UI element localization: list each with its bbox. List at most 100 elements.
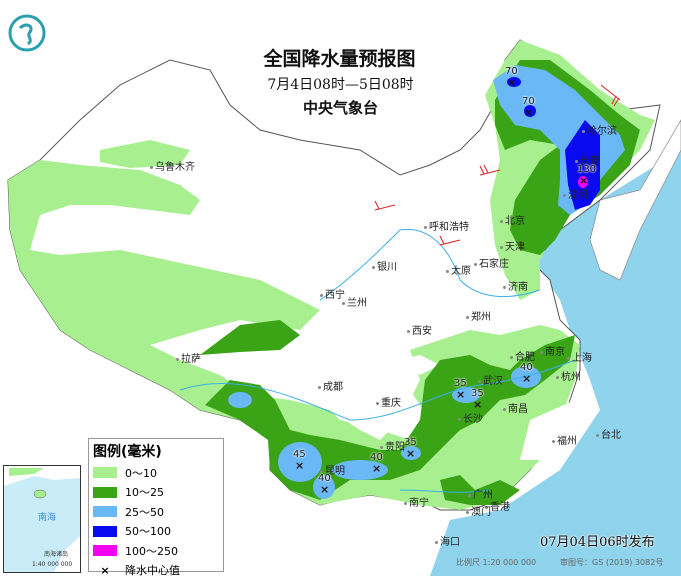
- city-dot-icon: [500, 245, 503, 249]
- city-label: 天津: [500, 238, 525, 253]
- city-dot-icon: [466, 315, 469, 319]
- city-label: 南宁: [404, 494, 429, 509]
- city-name: 上海: [572, 353, 592, 364]
- city-label: 合肥: [510, 348, 535, 363]
- legend-label: 25～50: [125, 505, 164, 519]
- city-label: 沈阳: [563, 186, 588, 201]
- city-name: 南昌: [508, 404, 528, 415]
- legend-label: 50～100: [125, 525, 171, 539]
- cross-icon: ×: [100, 563, 110, 576]
- map-title: 全国降水量预报图: [263, 48, 416, 70]
- cma-logo: [8, 14, 46, 52]
- city-dot-icon: [552, 439, 555, 443]
- cross-icon: ×: [579, 174, 589, 187]
- city-name: 石家庄: [479, 259, 509, 270]
- city-label: 西宁: [320, 286, 345, 301]
- city-name: 武汉: [483, 376, 503, 387]
- cross-icon: ×: [372, 462, 382, 475]
- city-label: 海口: [435, 533, 460, 548]
- city-dot-icon: [318, 385, 321, 389]
- city-label: 郑州: [466, 308, 491, 323]
- wind-barbs: [374, 84, 621, 246]
- city-name: 长春: [580, 156, 600, 167]
- city-label: 长春: [575, 152, 600, 167]
- city-name: 合肥: [515, 352, 535, 363]
- city-name: 福州: [557, 436, 577, 447]
- city-dot-icon: [466, 510, 469, 514]
- city-dot-icon: [596, 433, 599, 437]
- legend-swatch: [93, 545, 117, 557]
- city-name: 北京: [505, 216, 525, 227]
- cross-icon: ×: [473, 398, 483, 411]
- city-dot-icon: [478, 379, 481, 383]
- city-name: 台北: [601, 430, 621, 441]
- forecast-period: 7月4日08时—5日08时: [267, 77, 414, 93]
- legend-swatch: [93, 525, 117, 537]
- rain-none: [300, 355, 575, 460]
- city-dot-icon: [582, 129, 585, 133]
- city-dot-icon: [563, 193, 566, 197]
- neighbour-land: [589, 119, 681, 281]
- city-name: 兰州: [347, 298, 367, 309]
- city-label: 乌鲁木齐: [150, 158, 195, 173]
- south-china-sea-inset: 南海 南海诸岛 1:40 000 000: [3, 465, 81, 573]
- city-label: 贵阳: [380, 438, 405, 453]
- legend-item: 25～50: [93, 502, 219, 522]
- city-dot-icon: [435, 540, 438, 544]
- cross-icon: ×: [320, 483, 330, 496]
- city-name: 郑州: [471, 312, 491, 323]
- legend-label: 100～250: [125, 544, 178, 558]
- city-name: 成都: [323, 382, 343, 393]
- city-name: 银川: [377, 262, 397, 273]
- legend-title: 图例(毫米): [93, 444, 162, 460]
- city-label: 哈尔滨: [582, 122, 617, 137]
- city-dot-icon: [380, 445, 383, 449]
- city-name: 昆明: [325, 466, 345, 477]
- legend-swatch: [93, 467, 117, 479]
- city-name: 拉萨: [181, 354, 201, 365]
- city-name: 海口: [440, 537, 460, 548]
- city-dot-icon: [376, 401, 379, 405]
- center-value: 35: [454, 378, 467, 389]
- legend-swatch: [93, 506, 117, 518]
- legend-label: 10～25: [125, 486, 164, 500]
- inset-sea-label: 南海: [38, 513, 57, 523]
- city-label: 重庆: [376, 394, 401, 409]
- legend: 图例(毫米) 0～10 10～25 25～50 50～100 100～250 × 降水中…: [88, 438, 224, 576]
- center-value: 40: [318, 473, 331, 484]
- center-value: 70: [522, 96, 535, 107]
- rain-50-100: [507, 77, 600, 210]
- cross-icon: ×: [507, 76, 517, 89]
- city-label: 昆明: [320, 462, 345, 477]
- city-label: 石家庄: [474, 255, 509, 270]
- legend-label: 0～10: [125, 466, 157, 480]
- city-name: 哈尔滨: [587, 126, 617, 137]
- city-name: 南宁: [409, 498, 429, 509]
- legend-item: 100～250: [93, 541, 219, 561]
- city-name: 西宁: [325, 290, 345, 301]
- city-label: 太原: [446, 262, 471, 277]
- city-dot-icon: [474, 262, 477, 266]
- city-dot-icon: [575, 159, 578, 163]
- city-dot-icon: [458, 417, 461, 421]
- city-label: 北京: [500, 212, 525, 227]
- rain-100-250: [578, 176, 588, 188]
- city-label: 拉萨: [176, 350, 201, 365]
- city-name: 贵阳: [385, 442, 405, 453]
- city-dot-icon: [320, 293, 323, 297]
- map-scale: 比例尺 1:20 000 000: [456, 558, 537, 567]
- city-label: 杭州: [556, 368, 581, 383]
- city-name: 乌鲁木齐: [155, 162, 195, 173]
- legend-item: 0～10: [93, 463, 219, 483]
- city-name: 澳门: [471, 507, 491, 518]
- cross-icon: ×: [295, 459, 305, 472]
- city-label: 南京: [540, 343, 565, 358]
- city-dot-icon: [510, 355, 513, 359]
- city-dot-icon: [503, 285, 506, 289]
- city-label: 广州: [468, 486, 493, 501]
- city-label: 武汉: [478, 372, 503, 387]
- issue-time: 07月04日06时发布: [540, 535, 655, 550]
- city-dot-icon: [556, 375, 559, 379]
